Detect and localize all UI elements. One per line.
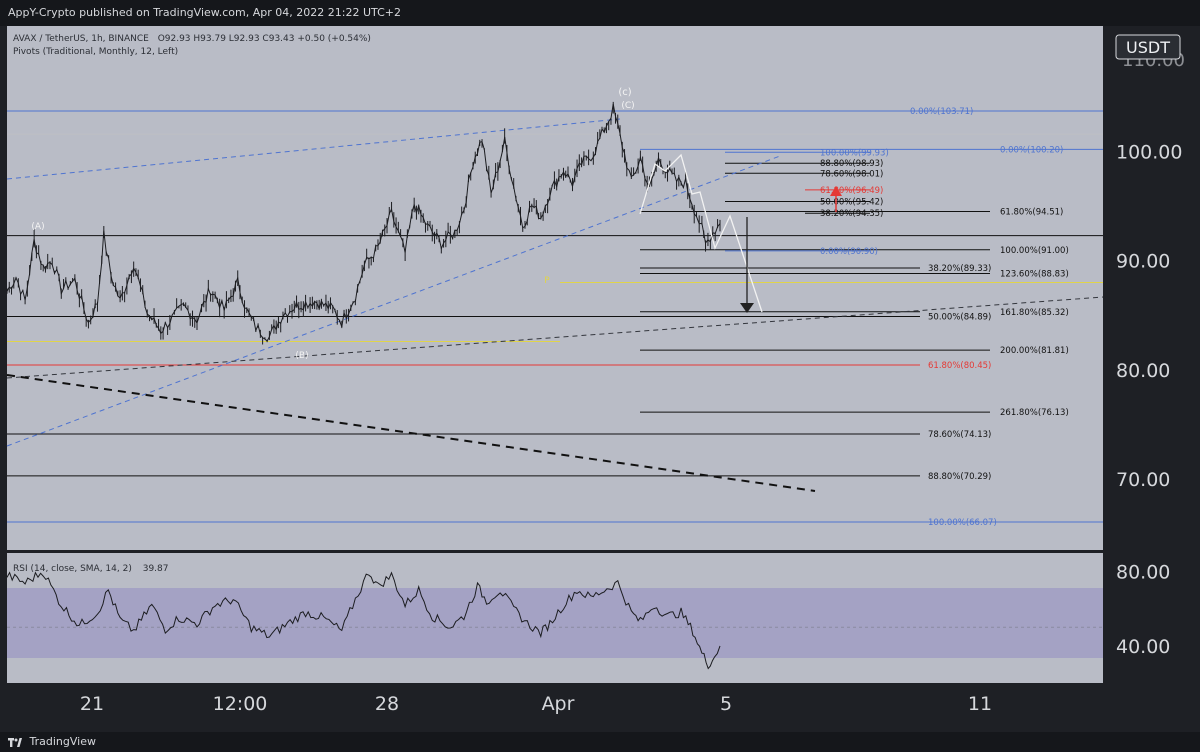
- rsi-label: RSI (14, close, SMA, 14, 2): [13, 564, 132, 574]
- horizontal-levels: 0.00%(103.71) 0.00%(100.20) 100.00%(99.93)…: [7, 107, 1103, 528]
- level-label-5: 78.60%(98.01): [820, 169, 883, 179]
- symbol-title: AVAX / TetherUS, 1h, BINANCE: [13, 34, 149, 44]
- level-label-2: 0.00%(100.20): [1000, 145, 1063, 155]
- level-label-11: 100.00%(91.00): [1000, 246, 1069, 256]
- level-label-22: 78.60%(74.13): [928, 430, 991, 440]
- price-tick-label: 90.00: [1116, 251, 1170, 273]
- rsi-axis-labels: 80.00 40.00: [1116, 562, 1170, 658]
- price-axis[interactable]: [1103, 26, 1200, 683]
- rsi-tick-label: 40.00: [1116, 636, 1170, 658]
- time-tick-label: 11: [968, 693, 992, 715]
- main-pane[interactable]: [7, 26, 1103, 550]
- level-label-23: 88.80%(70.29): [928, 472, 991, 482]
- level-label-21: 261.80%(76.13): [1000, 408, 1069, 418]
- chart-title: AVAX / TetherUS, 1h, BINANCE O92.93 H93.…: [13, 34, 371, 44]
- price-chart[interactable]: 0.00%(103.71) 0.00%(100.20) 100.00%(99.93)…: [0, 26, 1200, 732]
- blue-dashed-channel-top: [6, 118, 621, 180]
- pivot-label: P: [544, 276, 550, 286]
- level-label-6: 61.80%(96.49): [820, 186, 883, 196]
- trend-lines: [6, 118, 1104, 492]
- currency-label: USDT: [1126, 38, 1170, 57]
- wave-label-c: (C): [621, 101, 634, 111]
- price-tick-label: 70.00: [1116, 469, 1170, 491]
- rsi-tick-label: 80.00: [1116, 562, 1170, 584]
- indicator-line: Pivots (Traditional, Monthly, 12, Left): [13, 47, 178, 57]
- tradingview-footer: TradingView: [0, 732, 1200, 752]
- rsi-legend: RSI (14, close, SMA, 14, 2) 39.87: [13, 564, 168, 574]
- rsi-series: [6, 571, 1103, 670]
- price-tick-label: 100.00: [1116, 142, 1182, 164]
- level-label-14: 123.60%(88.83): [1000, 269, 1069, 279]
- rsi-value: 39.87: [143, 564, 169, 574]
- time-tick-label: 28: [375, 693, 399, 715]
- level-label-13: 38.20%(89.33): [928, 264, 991, 274]
- red-arrow-head: [830, 186, 842, 196]
- level-label-3: 100.00%(99.93): [820, 148, 889, 158]
- price-tick-label: 80.00: [1116, 360, 1170, 382]
- projection-path: [639, 153, 842, 313]
- price-axis-labels: 100.00 90.00 80.00 70.00: [1116, 142, 1182, 491]
- time-axis[interactable]: [0, 683, 1200, 732]
- level-label-17: 50.00%(84.89): [928, 312, 991, 322]
- price-line: [6, 103, 721, 343]
- level-label-8: 61.80%(94.51): [1000, 207, 1063, 217]
- time-tick-label: 12:00: [213, 693, 268, 715]
- level-label-0: 0.00%(103.71): [910, 107, 973, 117]
- footer-brand: TradingView: [29, 735, 96, 748]
- wave-labels: (A) (B) (c) (C) P: [31, 87, 634, 361]
- currency-badge[interactable]: [1115, 34, 1181, 60]
- time-axis-labels: 21 12:00 28 Apr 5 11: [80, 693, 992, 715]
- level-label-9: 38.20%(94.35): [820, 209, 883, 219]
- time-tick-label: 5: [720, 693, 732, 715]
- wave-label-b: (B): [295, 351, 308, 361]
- level-label-12: 0.00%(90.90): [820, 247, 878, 257]
- rsi-band: [7, 588, 1103, 658]
- rsi-line: [6, 571, 721, 670]
- time-tick-label: 21: [80, 693, 104, 715]
- level-label-24: 100.00%(66.07): [928, 518, 997, 528]
- level-label-16: 161.80%(85.32): [1000, 308, 1069, 318]
- target-arrow-head: [740, 303, 754, 313]
- time-tick-label: Apr: [542, 693, 575, 715]
- wave-label-a: (A): [31, 222, 44, 232]
- dark-dashed-trendline-rising: [6, 296, 1104, 379]
- level-label-19: 200.00%(81.81): [1000, 346, 1069, 356]
- publisher-text: AppY-Crypto published on TradingView.com…: [8, 6, 401, 19]
- projection-zigzag: [639, 153, 763, 313]
- level-label-7: 50.00%(95.42): [820, 198, 883, 208]
- dark-dashed-trendline-falling: [6, 374, 816, 492]
- blue-dashed-trendline: [6, 155, 781, 447]
- wave-label-c-top: (c): [618, 87, 631, 98]
- level-label-4: 88.80%(98.93): [820, 159, 883, 169]
- price-series: [6, 101, 721, 345]
- published-by-header: AppY-Crypto published on TradingView.com…: [0, 0, 1200, 26]
- level-label-20: 61.80%(80.45): [928, 361, 991, 371]
- ohlc-readout: O92.93 H93.79 L92.93 C93.43 +0.50 (+0.54…: [158, 34, 371, 44]
- tradingview-logo-icon: [8, 737, 22, 747]
